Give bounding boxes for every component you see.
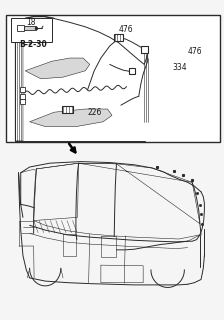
Bar bbox=[62, 106, 73, 113]
Polygon shape bbox=[25, 58, 90, 79]
Bar bbox=[20, 94, 25, 99]
Text: 18: 18 bbox=[26, 19, 36, 28]
Text: B-2-30: B-2-30 bbox=[19, 40, 47, 49]
Text: 476: 476 bbox=[188, 47, 202, 56]
Polygon shape bbox=[30, 109, 112, 126]
Bar bbox=[129, 68, 135, 74]
Bar bbox=[141, 46, 148, 53]
Bar bbox=[20, 99, 25, 104]
Bar bbox=[11, 18, 52, 42]
Text: 334: 334 bbox=[172, 63, 187, 72]
Bar bbox=[114, 35, 123, 42]
Bar bbox=[17, 25, 24, 31]
Bar bbox=[6, 15, 220, 142]
Text: 226: 226 bbox=[88, 108, 102, 117]
Text: 476: 476 bbox=[119, 25, 133, 34]
Bar bbox=[20, 87, 25, 92]
Bar bbox=[24, 26, 36, 30]
